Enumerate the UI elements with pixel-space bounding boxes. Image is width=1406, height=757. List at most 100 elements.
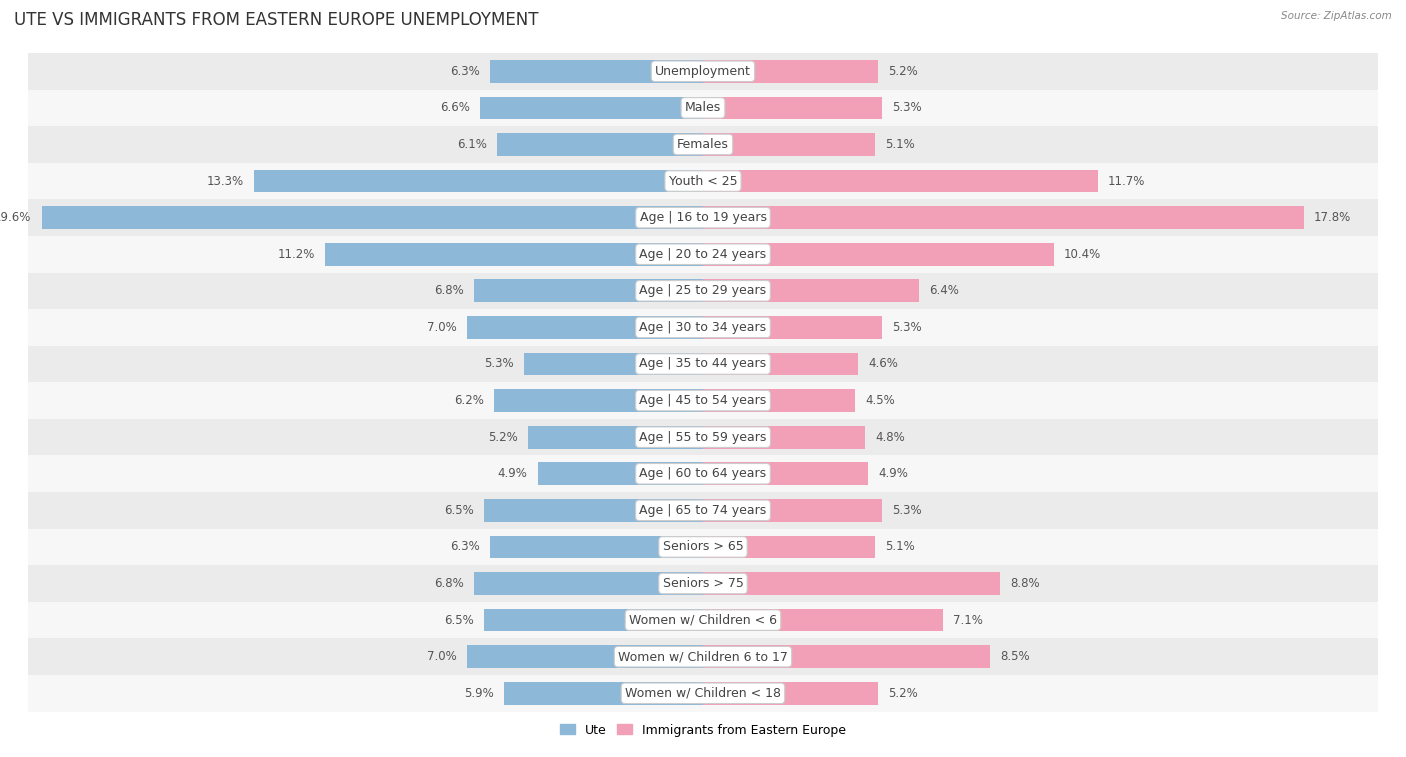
Bar — [484, 499, 703, 522]
Text: 11.7%: 11.7% — [1108, 175, 1146, 188]
Bar — [703, 463, 869, 485]
Bar — [28, 346, 1378, 382]
Text: 6.3%: 6.3% — [450, 540, 481, 553]
Bar — [28, 199, 1378, 236]
Bar — [703, 243, 1054, 266]
Text: 8.5%: 8.5% — [1000, 650, 1029, 663]
Text: 5.2%: 5.2% — [889, 687, 918, 699]
Bar — [28, 419, 1378, 456]
Bar — [481, 97, 703, 119]
Text: Unemployment: Unemployment — [655, 65, 751, 78]
Bar — [28, 382, 1378, 419]
Text: 5.9%: 5.9% — [464, 687, 494, 699]
Bar — [28, 89, 1378, 126]
Bar — [491, 536, 703, 558]
Text: 4.6%: 4.6% — [869, 357, 898, 370]
Text: 7.1%: 7.1% — [953, 614, 983, 627]
Text: 7.0%: 7.0% — [427, 321, 457, 334]
Text: Age | 45 to 54 years: Age | 45 to 54 years — [640, 394, 766, 407]
Bar — [28, 565, 1378, 602]
Bar — [524, 353, 703, 375]
Text: 6.4%: 6.4% — [929, 285, 959, 298]
Bar — [484, 609, 703, 631]
Bar — [494, 389, 703, 412]
Text: 19.6%: 19.6% — [0, 211, 31, 224]
Text: Seniors > 75: Seniors > 75 — [662, 577, 744, 590]
Bar — [28, 163, 1378, 199]
Text: Age | 20 to 24 years: Age | 20 to 24 years — [640, 248, 766, 260]
Text: 10.4%: 10.4% — [1064, 248, 1101, 260]
Bar — [491, 60, 703, 83]
Text: 17.8%: 17.8% — [1313, 211, 1351, 224]
Text: Age | 25 to 29 years: Age | 25 to 29 years — [640, 285, 766, 298]
Text: 4.5%: 4.5% — [865, 394, 894, 407]
Bar — [703, 170, 1098, 192]
Text: Age | 60 to 64 years: Age | 60 to 64 years — [640, 467, 766, 480]
Bar — [42, 207, 703, 229]
Bar — [28, 126, 1378, 163]
Bar — [467, 316, 703, 338]
Bar — [703, 499, 882, 522]
Bar — [703, 572, 1000, 595]
Bar — [703, 426, 865, 448]
Text: 13.3%: 13.3% — [207, 175, 245, 188]
Bar — [254, 170, 703, 192]
Bar — [325, 243, 703, 266]
Bar — [28, 528, 1378, 565]
Text: 6.8%: 6.8% — [433, 577, 464, 590]
Legend: Ute, Immigrants from Eastern Europe: Ute, Immigrants from Eastern Europe — [555, 718, 851, 742]
Bar — [28, 273, 1378, 309]
Bar — [703, 279, 920, 302]
Bar — [537, 463, 703, 485]
Text: Females: Females — [678, 138, 728, 151]
Bar — [703, 133, 875, 156]
Text: Age | 35 to 44 years: Age | 35 to 44 years — [640, 357, 766, 370]
Text: 5.3%: 5.3% — [891, 321, 921, 334]
Text: 6.1%: 6.1% — [457, 138, 486, 151]
Text: 5.1%: 5.1% — [886, 540, 915, 553]
Text: 6.3%: 6.3% — [450, 65, 481, 78]
Text: Youth < 25: Youth < 25 — [669, 175, 737, 188]
Bar — [28, 638, 1378, 675]
Bar — [28, 492, 1378, 528]
Bar — [703, 682, 879, 705]
Text: 4.9%: 4.9% — [879, 467, 908, 480]
Text: 6.8%: 6.8% — [433, 285, 464, 298]
Bar — [498, 133, 703, 156]
Text: Seniors > 65: Seniors > 65 — [662, 540, 744, 553]
Text: UTE VS IMMIGRANTS FROM EASTERN EUROPE UNEMPLOYMENT: UTE VS IMMIGRANTS FROM EASTERN EUROPE UN… — [14, 11, 538, 30]
Bar — [703, 207, 1303, 229]
Text: 5.3%: 5.3% — [891, 504, 921, 517]
Text: 5.1%: 5.1% — [886, 138, 915, 151]
Text: Age | 55 to 59 years: Age | 55 to 59 years — [640, 431, 766, 444]
Text: 5.2%: 5.2% — [889, 65, 918, 78]
Bar — [527, 426, 703, 448]
Text: 8.8%: 8.8% — [1010, 577, 1039, 590]
Text: 6.6%: 6.6% — [440, 101, 470, 114]
Text: 6.5%: 6.5% — [444, 504, 474, 517]
Bar — [703, 609, 942, 631]
Text: 4.9%: 4.9% — [498, 467, 527, 480]
Bar — [703, 536, 875, 558]
Bar — [703, 353, 858, 375]
Bar — [503, 682, 703, 705]
Bar — [703, 60, 879, 83]
Text: Women w/ Children < 18: Women w/ Children < 18 — [626, 687, 780, 699]
Bar — [28, 675, 1378, 712]
Bar — [28, 53, 1378, 89]
Text: 6.5%: 6.5% — [444, 614, 474, 627]
Text: 5.3%: 5.3% — [485, 357, 515, 370]
Bar — [474, 279, 703, 302]
Text: Age | 65 to 74 years: Age | 65 to 74 years — [640, 504, 766, 517]
Bar — [474, 572, 703, 595]
Text: 5.2%: 5.2% — [488, 431, 517, 444]
Bar — [703, 646, 990, 668]
Bar — [703, 97, 882, 119]
Text: 7.0%: 7.0% — [427, 650, 457, 663]
Bar — [28, 602, 1378, 638]
Text: 4.8%: 4.8% — [875, 431, 905, 444]
Text: Women w/ Children 6 to 17: Women w/ Children 6 to 17 — [619, 650, 787, 663]
Text: 6.2%: 6.2% — [454, 394, 484, 407]
Bar — [28, 309, 1378, 346]
Text: Age | 30 to 34 years: Age | 30 to 34 years — [640, 321, 766, 334]
